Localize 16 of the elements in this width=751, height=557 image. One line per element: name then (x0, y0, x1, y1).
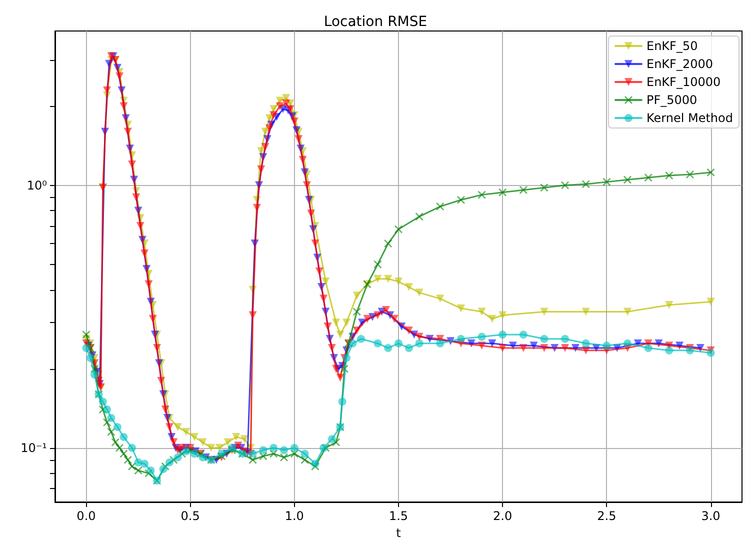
y-tick-label: 10⁻¹ (20, 440, 48, 455)
x-tick-label: 1.5 (388, 509, 408, 523)
legend-label: EnKF_10000 (646, 75, 721, 89)
x-tick-label: 0.5 (180, 509, 200, 523)
x-axis-title: t (396, 526, 402, 540)
y-tick-label: 10⁰ (26, 178, 48, 192)
x-tick-label: 3.0 (701, 509, 720, 523)
legend-label: EnKF_2000 (646, 57, 713, 71)
legend-label: Kernel Method (646, 111, 734, 125)
x-tick-label: 2.0 (493, 509, 512, 523)
legend-label: PF_5000 (646, 93, 698, 107)
chart-title: Location RMSE (324, 14, 428, 30)
x-tick-label: 1.0 (284, 509, 304, 523)
legend-label: EnKF_50 (646, 39, 698, 53)
x-tick-label: 2.5 (597, 509, 616, 523)
x-tick-label: 0.0 (76, 509, 96, 523)
